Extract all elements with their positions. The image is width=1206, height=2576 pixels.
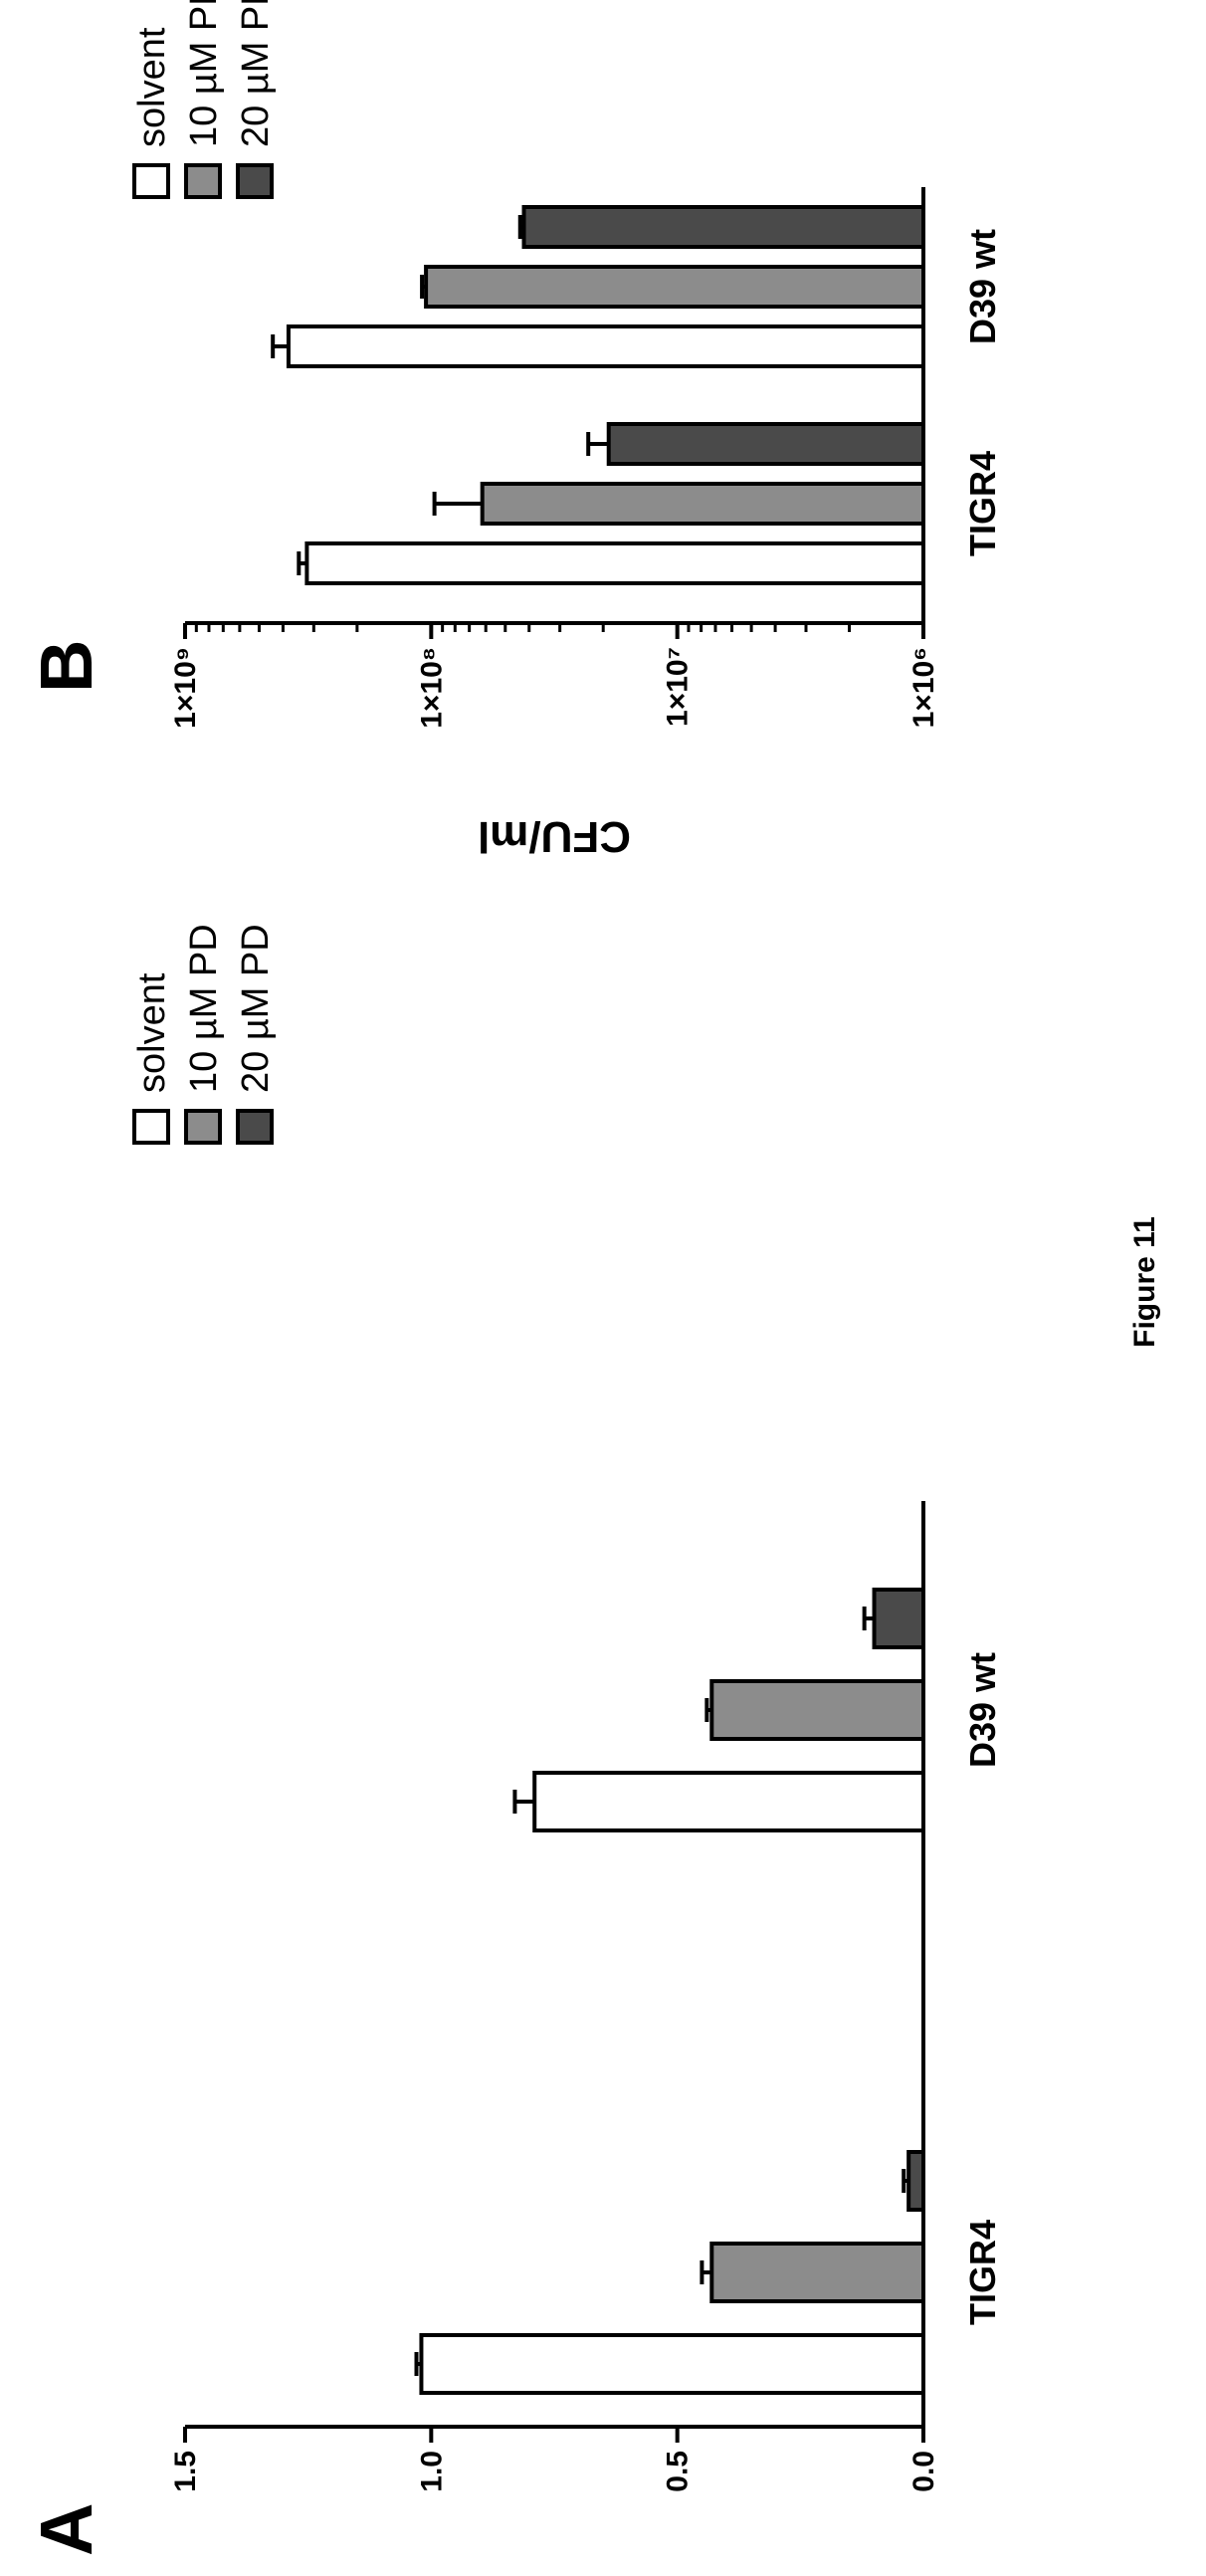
legend-label: 20 µM PD xyxy=(235,0,277,147)
bar-pd10-0 xyxy=(709,2242,925,2303)
y-axis-title: CFU/ml xyxy=(478,812,631,861)
bar-pd20-1 xyxy=(521,205,925,249)
category-label: D39 wt xyxy=(962,229,1003,344)
category-label: TIGR4 xyxy=(962,2220,1003,2325)
tick-label: 1×10⁷ xyxy=(662,647,695,727)
bar-solvent-1 xyxy=(286,324,925,368)
bar-solvent-0 xyxy=(419,2333,925,2395)
legend-label: 10 µM PD xyxy=(183,0,225,147)
bar-solvent-0 xyxy=(304,541,926,585)
tick-label: 0.5 xyxy=(662,2451,695,2492)
bar-pd20-1 xyxy=(872,1588,925,1649)
bar-pd20-0 xyxy=(906,2150,925,2212)
legend-label: solvent xyxy=(131,27,173,147)
category-label: D39 wt xyxy=(962,1652,1003,1768)
legend-label: 10 µM PD xyxy=(183,924,225,1093)
legend-label: 20 µM PD xyxy=(235,924,277,1093)
legend-swatch-pd10 xyxy=(184,163,222,199)
bar-pd10-1 xyxy=(709,1679,925,1741)
tick-label: 1.5 xyxy=(169,2451,202,2492)
tick-label: 1×10⁹ xyxy=(169,647,202,729)
panel-letter-a: A xyxy=(25,2503,107,2556)
figure-caption: Figure 11 xyxy=(1128,1216,1161,1348)
bar-pd10-0 xyxy=(480,482,925,526)
legend-swatch-pd20 xyxy=(236,1109,274,1145)
category-label: TIGR4 xyxy=(962,451,1003,556)
bar-pd20-0 xyxy=(606,422,925,466)
tick-label: 1×10⁶ xyxy=(907,647,940,728)
panel-letter-b: B xyxy=(25,640,107,693)
tick-label: 0.0 xyxy=(907,2451,940,2492)
legend-swatch-pd10 xyxy=(184,1109,222,1145)
bar-pd10-1 xyxy=(424,265,925,309)
legend-label: solvent xyxy=(131,972,173,1093)
tick-label: 1×10⁸ xyxy=(415,647,448,729)
tick-label: 1.0 xyxy=(415,2451,448,2492)
legend-swatch-pd20 xyxy=(236,163,274,199)
bar-solvent-1 xyxy=(532,1771,925,1832)
legend-swatch-solvent xyxy=(132,1109,170,1145)
legend-swatch-solvent xyxy=(132,163,170,199)
